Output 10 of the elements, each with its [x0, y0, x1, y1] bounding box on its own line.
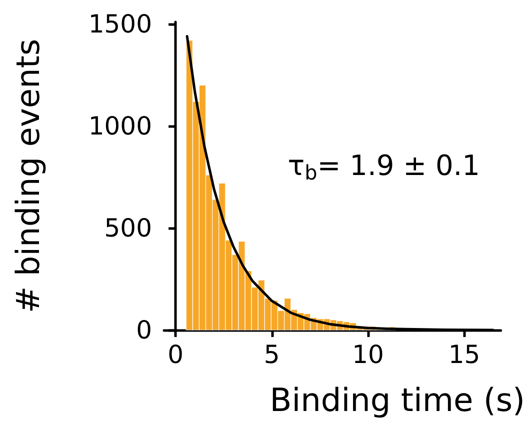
- y-tick-label: 1500: [88, 10, 152, 39]
- y-tick-label: 500: [104, 214, 152, 243]
- x-tick-label: 5: [264, 340, 280, 369]
- x-axis-title: Binding time (s): [270, 381, 525, 419]
- y-tick-label: 0: [136, 316, 152, 344]
- x-tick-label: 10: [352, 340, 384, 369]
- x-tick-label: 0: [168, 340, 184, 369]
- x-tick-label: 15: [448, 340, 480, 369]
- y-tick-label: 1000: [88, 112, 152, 141]
- y-axis-title: # binding events: [9, 38, 47, 314]
